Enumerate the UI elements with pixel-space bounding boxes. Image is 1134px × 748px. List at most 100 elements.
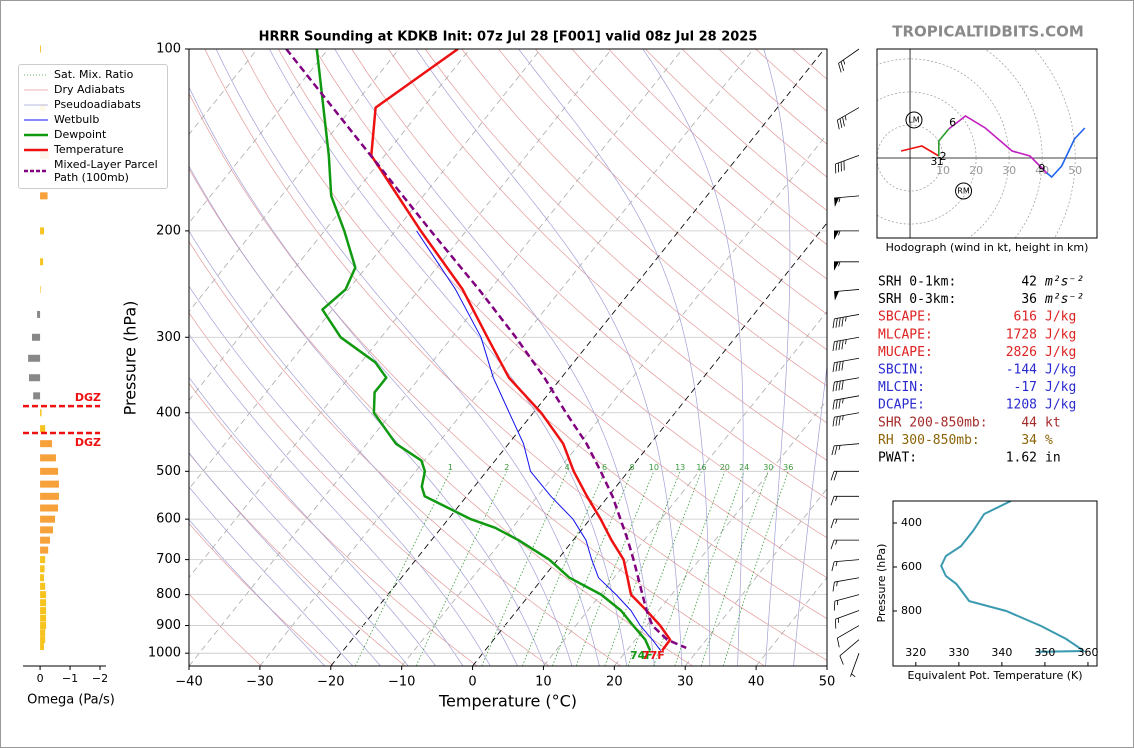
omega-bar [40,425,46,433]
pseudoadiabat [189,486,354,666]
y-tick-label: 400 [901,516,922,529]
mixing-ratio-label: 24 [739,463,749,472]
isotherm [189,49,542,490]
dry-adiabat [189,522,334,666]
x-axis-label: Omega (Pa/s) [27,693,115,708]
x-tick-label: 330 [948,646,969,659]
y-tick-label: 800 [901,604,922,617]
omega-bar [40,492,59,500]
x-tick-label: 30 [677,675,694,690]
index-unit: % [1045,433,1053,448]
legend-label: Dewpoint [54,128,107,141]
omega-bar [31,333,41,341]
index-value: -144 [1006,363,1037,378]
dry-adiabat [351,49,827,500]
x-tick-label: 360 [1077,646,1098,659]
barb-feather [836,637,840,648]
omega-bar [40,591,47,599]
omega-bar [40,504,59,512]
profiles [285,49,687,652]
wind-barb [839,639,860,665]
y-tick-label: 900 [156,618,181,633]
mixing-ratio-line [700,471,769,666]
pseudoadiabat [269,49,628,666]
legend-item: Sat. Mix. Ratio [23,68,163,81]
pseudoadiabat [189,519,326,666]
legend-swatch [24,104,48,105]
barb-pennant [834,197,840,207]
legend-label: Temperature [54,143,124,156]
isotherm [259,49,754,666]
barb-feather [832,362,835,373]
pseudoadiabat [518,49,711,666]
omega-bar [40,614,47,622]
dry-adiabat [792,49,827,80]
legend-swatch [24,169,48,173]
legend-label: Pseudoadiabats [54,98,141,111]
barb-feather [832,581,835,592]
omega-bar [37,310,41,318]
pseudoadiabat [793,363,827,666]
wind-barb [832,395,860,410]
mixing-ratio-line [604,471,681,666]
pseudoadiabat [642,49,744,666]
pseudoadiabat [215,49,600,666]
barb-shaft [835,610,860,620]
hodograph-ring [877,58,1010,238]
pseudoadiabat [763,49,791,666]
isotherm [614,399,827,666]
x-tick-label: 320 [905,646,926,659]
legend-item: Pseudoadiabats [23,98,163,111]
hodograph-caption: Hodograph (wind in kt, height in km) [886,241,1089,254]
mixing-ratio-label: 1 [448,463,453,472]
y-tick-label: 100 [156,42,181,57]
x-tick-label: 40 [748,675,765,690]
hodograph-line [948,115,1048,174]
wind-barb [832,314,860,329]
watermark: TROPICALTIDBITS.COM [892,23,1084,41]
index-unit: J/kg [1045,327,1076,342]
legend-item: Mixed-Layer Parcel Path (100mb) [23,158,163,184]
omega-bar [40,515,56,523]
barb-half [838,445,841,451]
pseudoadiabat [189,285,491,666]
y-tick-label: 600 [901,560,922,573]
dry-adiabat [314,49,827,539]
barb-half [851,673,856,678]
barb-feather [835,362,838,372]
barb-shaft [834,314,860,320]
index-label: MLCIN: [878,380,925,395]
index-value: 616 [1014,310,1037,325]
mixing-ratio-label: 8 [629,463,634,472]
height-label: 3 [930,155,937,168]
hodograph-ring-label: 40 [1035,164,1049,177]
barb-feather [830,496,835,506]
wind-barb [836,625,860,648]
omega-bar [40,643,44,651]
hodograph-line [938,128,950,156]
index-value: 36 [1021,292,1037,307]
omega-bar [28,374,41,382]
index-label: SRH 0-1km: [878,275,956,290]
barb-shaft [834,336,860,343]
index-label: MLCAPE: [878,327,933,342]
index-value: 1208 [1006,398,1037,413]
barb-feather [832,318,835,329]
mixing-ratio-label: 16 [696,463,706,472]
profile-line [315,49,652,652]
mixing-ratio-label: 13 [675,463,685,472]
y-tick-label: 200 [156,223,181,238]
wind-barb [831,443,860,456]
index-unit: J/kg [1045,398,1076,413]
wind-barb [835,610,860,629]
isotherm [189,49,471,401]
barb-feather [836,119,840,130]
barb-half [843,59,846,65]
omega-bar [40,546,49,554]
legend-swatch [24,133,48,136]
hodograph-line [1046,127,1086,179]
height-label: 6 [949,116,956,129]
index-unit: J/kg [1045,345,1076,360]
mixing-ratio-line [627,471,702,666]
dgz-label: DGZ [75,436,101,449]
